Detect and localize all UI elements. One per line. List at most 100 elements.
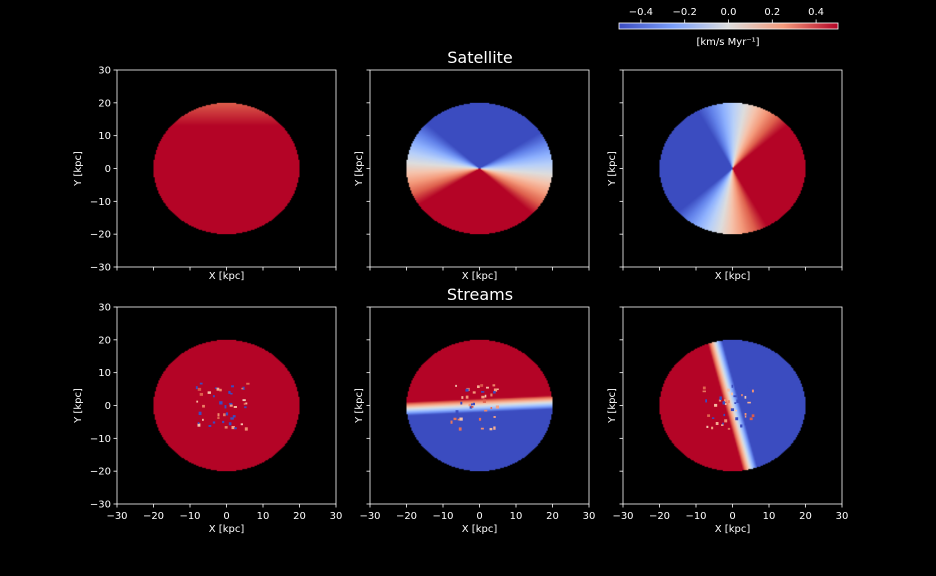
noise-speck [242,399,246,402]
noise-speck [493,416,496,418]
x-axis-label: X [kpc] [209,524,245,535]
noise-speck [490,407,493,409]
noise-speck [490,393,493,397]
noise-speck [724,419,728,423]
noise-speck [726,388,730,392]
y-axis-label: Y [kpc] [607,388,618,424]
noise-speck [246,382,250,385]
noise-speck [485,386,489,389]
row-title-streams: Streams [447,285,513,304]
x-tick-label: −10 [432,511,453,522]
noise-speck [723,413,726,417]
x-axis-label: X [kpc] [209,271,245,282]
noise-speck [751,389,754,393]
noise-speck [199,382,203,385]
y-axis-label: Y [kpc] [354,151,365,187]
noise-speck [702,390,706,393]
noise-speck [458,427,462,431]
x-tick-label: 20 [546,511,559,522]
noise-speck [718,399,722,402]
colorbar-tick-label: −0.2 [673,7,697,18]
y-axis-label: Y [kpc] [73,388,84,424]
noise-speck [470,403,474,406]
noise-speck [493,388,498,392]
y-tick-label: 30 [98,66,111,77]
noise-speck [197,423,201,427]
noise-speck [228,422,232,426]
noise-speck [233,405,237,408]
noise-speck [740,402,744,407]
noise-speck [224,426,228,429]
noise-speck [231,426,235,430]
noise-speck [740,424,743,428]
noise-speck [482,399,487,403]
panel-field-image [406,102,553,235]
noise-speck [705,399,708,403]
noise-speck [228,390,231,394]
noise-speck [495,405,500,409]
colorbar-tick-label: 0.0 [721,7,737,18]
noise-speck [202,418,204,421]
noise-speck [230,392,233,395]
panel-field-image [406,339,553,472]
noise-speck [212,421,216,424]
noise-speck [727,427,731,430]
noise-speck [461,396,464,399]
noise-speck [496,388,499,391]
y-tick-label: 20 [98,335,111,346]
noise-speck [472,402,475,406]
colorbar-gradient [618,22,839,30]
panel-field-image [153,339,300,472]
noise-speck [744,415,747,418]
x-tick-label: 30 [836,511,849,522]
noise-speck [222,420,225,424]
noise-speck [243,402,246,405]
noise-speck [229,404,233,407]
y-tick-label: 30 [98,303,111,314]
noise-speck [744,413,747,416]
noise-speck [450,420,453,424]
panel-field-image [659,102,806,235]
noise-speck [751,414,755,418]
noise-speck [478,417,482,421]
noise-speck [480,427,484,430]
noise-speck [460,401,463,405]
noise-speck [197,422,200,424]
y-tick-label: −10 [90,197,111,208]
y-tick-label: 20 [98,98,111,109]
noise-speck [722,422,724,426]
noise-speck [733,395,737,398]
noise-speck [208,424,212,427]
noise-speck [196,400,199,403]
noise-speck [744,395,747,399]
noise-speck [469,405,473,409]
x-tick-label: −10 [179,511,200,522]
noise-speck [736,388,739,392]
x-tick-label: −30 [359,511,380,522]
panel-r0c0: −30 −20 −10 0 10 20 30 X [kpc] Y [kpc] [73,66,337,282]
noise-speck [242,386,245,390]
noise-speck [207,391,211,394]
noise-speck [490,413,493,416]
x-tick-label: 10 [257,511,270,522]
noise-speck [225,412,229,416]
y-tick-label: 10 [98,131,111,142]
noise-speck [240,423,243,426]
x-tick-label: −20 [143,511,164,522]
noise-speck [469,414,472,417]
noise-speck [244,427,248,431]
noise-speck [730,408,735,412]
noise-speck [457,418,460,421]
noise-speck [493,391,496,394]
x-tick-label: 10 [763,511,776,522]
colorbar-ticks: −0.4 −0.2 0.0 0.2 0.4 [629,7,824,23]
x-tick-label: −30 [106,511,127,522]
y-axis-label: Y [kpc] [354,388,365,424]
noise-speck [711,417,715,419]
noise-speck [493,423,498,425]
noise-speck [471,406,474,408]
noise-speck [217,413,220,417]
noise-speck [731,384,734,388]
x-tick-label: 10 [510,511,523,522]
